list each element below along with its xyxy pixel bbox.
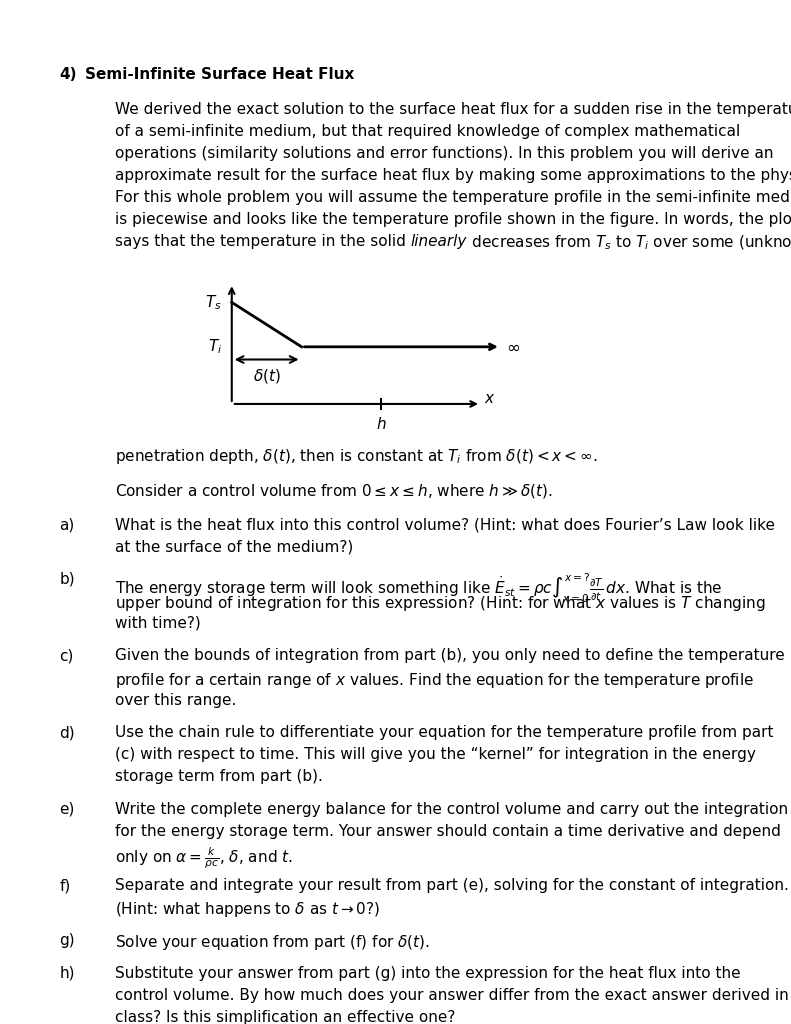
Text: c): c)	[59, 648, 74, 664]
Text: $T_s$: $T_s$	[205, 293, 221, 311]
Text: $T_i$: $T_i$	[207, 338, 221, 356]
Text: of a semi-infinite medium, but that required knowledge of complex mathematical: of a semi-infinite medium, but that requ…	[115, 124, 740, 139]
Text: only on $\alpha = \frac{k}{\rho c}$, $\delta$, and $t$.: only on $\alpha = \frac{k}{\rho c}$, $\d…	[115, 846, 293, 871]
Text: Write the complete energy balance for the control volume and carry out the integ: Write the complete energy balance for th…	[115, 802, 788, 817]
Text: with time?): with time?)	[115, 615, 200, 631]
Text: Consider a control volume from $0 \leq x \leq h$, where $h \gg \delta(t)$.: Consider a control volume from $0 \leq x…	[115, 482, 553, 500]
Text: f): f)	[59, 879, 70, 893]
Text: For this whole problem you will assume the temperature profile in the semi-infin: For this whole problem you will assume t…	[115, 189, 791, 205]
Text: Separate and integrate your result from part (e), solving for the constant of in: Separate and integrate your result from …	[115, 879, 789, 893]
Text: class? Is this simplification an effective one?: class? Is this simplification an effecti…	[115, 1010, 455, 1024]
Text: Solve your equation from part (f) for $\delta(t)$.: Solve your equation from part (f) for $\…	[115, 933, 430, 952]
Text: The energy storage term will look something like $\dot{E}_{st} = \rho c \int_{x=: The energy storage term will look someth…	[115, 571, 722, 605]
Text: storage term from part (b).: storage term from part (b).	[115, 769, 323, 784]
Text: profile for a certain range of $x$ values. Find the equation for the temperature: profile for a certain range of $x$ value…	[115, 671, 754, 689]
Text: Given the bounds of integration from part (b), you only need to define the tempe: Given the bounds of integration from par…	[115, 648, 785, 664]
Text: is piecewise and looks like the temperature profile shown in the figure. In word: is piecewise and looks like the temperat…	[115, 212, 791, 227]
Text: control volume. By how much does your answer differ from the exact answer derive: control volume. By how much does your an…	[115, 987, 789, 1002]
Text: approximate result for the surface heat flux by making some approximations to th: approximate result for the surface heat …	[115, 168, 791, 183]
Text: $\infty$: $\infty$	[506, 338, 520, 355]
Text: $h$: $h$	[376, 416, 387, 431]
Text: at the surface of the medium?): at the surface of the medium?)	[115, 540, 353, 554]
Text: for the energy storage term. Your answer should contain a time derivative and de: for the energy storage term. Your answer…	[115, 823, 781, 839]
Text: penetration depth, $\delta(t)$, then is constant at $T_i$ from $\delta(t) < x < : penetration depth, $\delta(t)$, then is …	[115, 446, 597, 466]
Text: Use the chain rule to differentiate your equation for the temperature profile fr: Use the chain rule to differentiate your…	[115, 725, 773, 740]
Text: Semi-Infinite Surface Heat Flux: Semi-Infinite Surface Heat Flux	[85, 67, 355, 82]
Text: decreases from $T_s$ to $T_i$ over some (unknown): decreases from $T_s$ to $T_i$ over some …	[467, 233, 791, 252]
Text: Substitute your answer from part (g) into the expression for the heat flux into : Substitute your answer from part (g) int…	[115, 966, 740, 981]
Text: operations (similarity solutions and error functions). In this problem you will : operations (similarity solutions and err…	[115, 145, 773, 161]
Text: What is the heat flux into this control volume? (Hint: what does Fourier’s Law l: What is the heat flux into this control …	[115, 517, 774, 532]
Text: over this range.: over this range.	[115, 692, 236, 708]
Text: $\delta(t)$: $\delta(t)$	[253, 367, 281, 385]
Text: linearly: linearly	[411, 233, 467, 249]
Text: (c) with respect to time. This will give you the “kernel” for integration in the: (c) with respect to time. This will give…	[115, 748, 755, 762]
Text: h): h)	[59, 966, 75, 981]
Text: We derived the exact solution to the surface heat flux for a sudden rise in the : We derived the exact solution to the sur…	[115, 101, 791, 117]
Text: g): g)	[59, 933, 75, 948]
Text: (Hint: what happens to $\delta$ as $t \to 0$?): (Hint: what happens to $\delta$ as $t \t…	[115, 900, 380, 920]
Text: upper bound of integration for this expression? (Hint: for what $x$ values is $T: upper bound of integration for this expr…	[115, 594, 766, 613]
Text: e): e)	[59, 802, 74, 817]
Text: d): d)	[59, 725, 75, 740]
Text: says that the temperature in the solid: says that the temperature in the solid	[115, 233, 411, 249]
Text: 4): 4)	[59, 67, 77, 82]
Text: a): a)	[59, 517, 74, 532]
Text: $x$: $x$	[484, 391, 496, 407]
Text: b): b)	[59, 571, 75, 587]
